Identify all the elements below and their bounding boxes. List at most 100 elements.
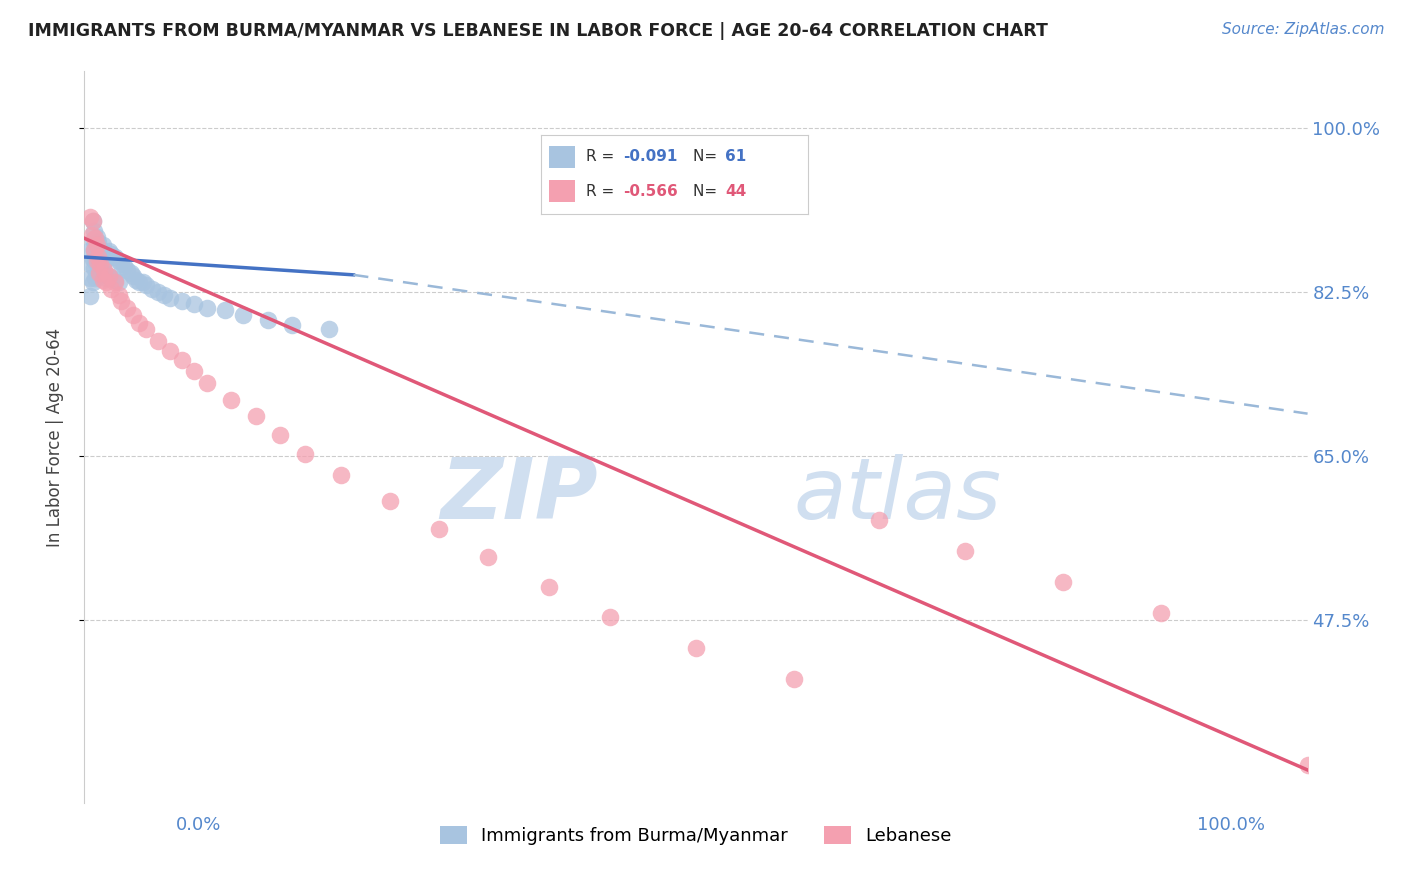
Point [120,266,142,280]
Point [257,313,280,327]
Point [93,245,115,260]
Point [83,243,105,257]
Point [82,214,104,228]
Point [83,224,105,238]
Point [79,289,101,303]
Point [538,580,561,594]
Point [104,276,127,290]
Text: R =: R = [586,149,619,164]
Point [159,343,181,358]
Text: Source: ZipAtlas.com: Source: ZipAtlas.com [1222,22,1385,37]
Point [245,409,267,424]
Text: R =: R = [586,184,619,199]
Point [104,272,127,286]
Point [100,247,122,261]
Point [195,376,218,390]
Point [90,243,112,257]
Point [115,301,138,315]
Text: 100.0%: 100.0% [1198,816,1265,834]
Point [79,210,101,224]
Point [110,257,132,271]
Point [107,276,129,290]
Point [97,268,120,283]
Point [232,308,254,322]
Point [869,513,891,527]
Point [135,278,157,293]
Text: N=: N= [693,149,721,164]
Text: ZIP: ZIP [440,454,598,537]
Point [84,237,107,252]
Point [115,263,138,277]
Point [87,250,110,264]
Y-axis label: In Labor Force | Age 20-64: In Labor Force | Age 20-64 [45,327,63,547]
Point [89,266,111,280]
Point [84,270,107,285]
Text: 44: 44 [725,184,747,199]
Point [183,297,205,311]
Point [87,266,110,280]
Point [82,252,104,266]
Point [214,303,236,318]
Text: N=: N= [693,184,721,199]
Point [219,392,242,407]
Point [269,428,291,442]
Point [128,316,150,330]
Point [100,270,122,285]
Text: -0.091: -0.091 [623,149,678,164]
Point [107,253,129,268]
Point [87,252,110,266]
Point [87,235,110,249]
Point [330,467,353,482]
Point [172,353,194,368]
Point [125,272,148,286]
Bar [548,180,575,202]
Point [195,301,218,315]
Point [96,270,118,285]
Point [90,263,112,277]
Point [87,261,110,276]
Point [1150,607,1173,621]
Point [104,250,127,264]
Point [86,230,108,244]
Point [122,268,145,283]
Point [172,294,194,309]
Point [1296,758,1319,772]
Point [96,276,118,290]
Point [86,237,108,252]
Text: 0.0%: 0.0% [176,816,221,834]
Point [83,261,105,276]
Point [132,276,155,290]
Point [91,260,114,274]
Point [477,550,499,565]
Point [79,270,101,285]
Point [294,447,316,461]
Legend: Immigrants from Burma/Myanmar, Lebanese: Immigrants from Burma/Myanmar, Lebanese [433,819,959,852]
Point [146,285,169,299]
Point [122,308,145,322]
Point [685,641,707,656]
Point [153,287,176,301]
Point [86,267,108,281]
Point [84,231,107,245]
Point [86,253,108,268]
Point [97,268,120,283]
Point [97,244,120,259]
Point [380,493,402,508]
Point [87,268,110,283]
Point [1052,575,1074,590]
Text: atlas: atlas [794,454,1002,537]
Point [79,257,101,271]
Point [146,334,169,349]
Point [82,276,104,290]
Point [107,287,129,301]
Point [96,252,118,266]
Point [82,214,104,228]
Text: 61: 61 [725,149,747,164]
Point [110,294,132,309]
Point [80,228,103,243]
Point [91,272,114,286]
Point [599,610,621,624]
Point [427,522,450,536]
Point [89,257,111,271]
Point [112,260,135,274]
